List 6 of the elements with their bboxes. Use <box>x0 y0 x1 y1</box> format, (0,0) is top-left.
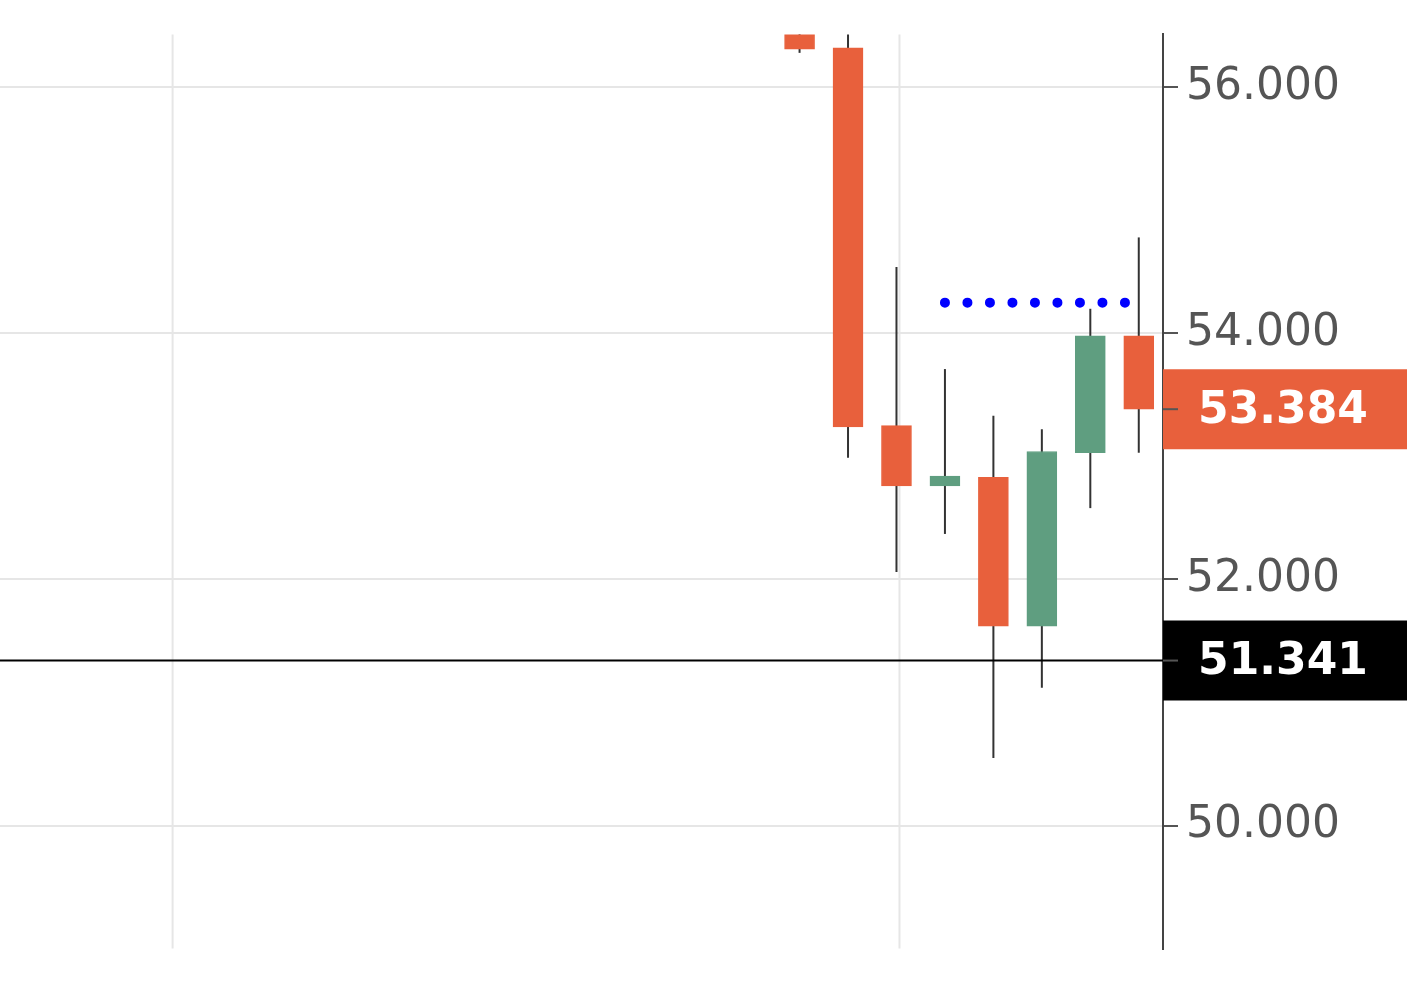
ref-line-label: 51.341 <box>1198 633 1368 684</box>
text: 53.384 <box>1198 381 1368 433</box>
y-tick-label: 50.000 <box>1186 796 1340 847</box>
y-tick-label: 52.000 <box>1186 549 1340 601</box>
y-tick-label: 54.000 <box>1186 303 1340 355</box>
y-tick-label: 56.000 <box>1186 57 1340 109</box>
